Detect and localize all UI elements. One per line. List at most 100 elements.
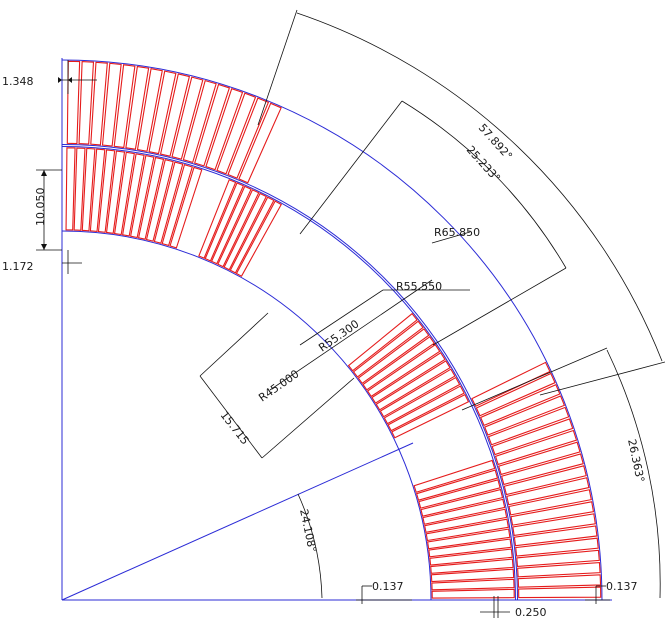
strand bbox=[415, 469, 499, 501]
coil-arcs bbox=[61, 59, 603, 601]
label-r-outer-min: R55.550 bbox=[396, 280, 442, 293]
strand bbox=[137, 156, 165, 240]
strand bbox=[475, 372, 556, 417]
strand bbox=[494, 429, 578, 466]
strand bbox=[194, 83, 231, 167]
strand bbox=[66, 60, 81, 145]
strand bbox=[506, 477, 590, 506]
inner-block-2 bbox=[347, 312, 470, 439]
strand bbox=[229, 196, 275, 274]
strand bbox=[182, 79, 217, 164]
dim-midplane-inner: 0.137 bbox=[372, 580, 404, 593]
strand bbox=[383, 376, 461, 425]
strand bbox=[428, 538, 512, 558]
radial-line-24deg bbox=[61, 442, 414, 601]
strand bbox=[90, 61, 108, 146]
strand bbox=[391, 393, 470, 439]
strand bbox=[512, 513, 596, 537]
arc-r1 bbox=[61, 230, 432, 601]
label-r-inner-min: R45.000 bbox=[256, 367, 301, 404]
strand bbox=[510, 501, 595, 526]
strand bbox=[427, 528, 511, 550]
strand bbox=[204, 182, 245, 262]
strand bbox=[97, 149, 116, 233]
strand bbox=[491, 418, 574, 456]
label-r-outer-max: R65.850 bbox=[434, 226, 480, 239]
strand bbox=[479, 383, 561, 427]
strand bbox=[145, 159, 174, 242]
strand bbox=[375, 360, 451, 411]
arc-r4 bbox=[61, 59, 603, 601]
outer-block-1 bbox=[471, 361, 602, 599]
dim-interlayer: 0.250 bbox=[515, 606, 547, 619]
strand bbox=[238, 102, 282, 184]
strand bbox=[498, 441, 581, 476]
strand bbox=[352, 320, 424, 378]
strand bbox=[508, 489, 592, 516]
inner-block-4 bbox=[65, 147, 203, 249]
inner-block-3 bbox=[198, 179, 282, 277]
dim-top-gap: 1.348 bbox=[2, 75, 34, 88]
strand bbox=[430, 558, 514, 574]
strand bbox=[159, 73, 191, 157]
strand bbox=[223, 192, 268, 271]
strand bbox=[198, 179, 237, 259]
strand bbox=[216, 92, 257, 175]
dimension-lines bbox=[36, 9, 665, 618]
strand bbox=[425, 518, 509, 542]
arc-r2 bbox=[61, 146, 516, 601]
strand bbox=[125, 65, 150, 150]
strand bbox=[169, 166, 203, 249]
strand bbox=[387, 385, 465, 432]
strand bbox=[235, 200, 282, 277]
strand bbox=[422, 498, 506, 525]
strand bbox=[431, 588, 515, 599]
label-chord: 15.715 bbox=[218, 409, 252, 447]
strand bbox=[136, 68, 163, 152]
strand bbox=[418, 479, 501, 509]
strand bbox=[517, 574, 602, 588]
strand bbox=[227, 97, 270, 179]
arc-r3 bbox=[61, 143, 519, 601]
strand bbox=[430, 568, 515, 583]
strand bbox=[517, 562, 601, 578]
label-r-inner-max: R55.300 bbox=[316, 317, 361, 354]
strand bbox=[487, 406, 570, 446]
dim-layer-width: 10.050 bbox=[34, 188, 47, 227]
strand bbox=[153, 161, 184, 244]
strand bbox=[122, 153, 145, 237]
strand bbox=[503, 465, 587, 496]
strand bbox=[210, 185, 252, 265]
strand bbox=[171, 76, 204, 160]
strand bbox=[420, 488, 504, 517]
outer-block-2 bbox=[66, 60, 282, 184]
strand bbox=[413, 459, 496, 493]
strand bbox=[347, 312, 418, 372]
strand bbox=[65, 147, 76, 231]
label-bottom-angle: 24.108° bbox=[297, 508, 319, 554]
strand bbox=[515, 537, 599, 557]
strand bbox=[101, 62, 122, 147]
strand bbox=[500, 453, 584, 486]
strand bbox=[357, 328, 430, 385]
strand bbox=[362, 335, 436, 391]
dim-layer-gap: 1.172 bbox=[2, 260, 34, 273]
strand bbox=[129, 154, 155, 239]
strand bbox=[366, 343, 441, 398]
strand bbox=[73, 147, 86, 231]
strand bbox=[429, 548, 513, 566]
strand bbox=[148, 70, 177, 155]
strand bbox=[371, 351, 446, 404]
strand bbox=[78, 61, 95, 145]
strand bbox=[81, 147, 96, 232]
strand bbox=[518, 586, 602, 599]
strand bbox=[471, 361, 551, 408]
strand bbox=[105, 150, 126, 234]
dim-midplane-outer: 0.137 bbox=[606, 580, 638, 593]
strand bbox=[161, 163, 193, 247]
inner-block-1 bbox=[413, 459, 515, 599]
strand bbox=[484, 395, 566, 436]
strand bbox=[113, 151, 135, 236]
strand bbox=[217, 189, 260, 268]
